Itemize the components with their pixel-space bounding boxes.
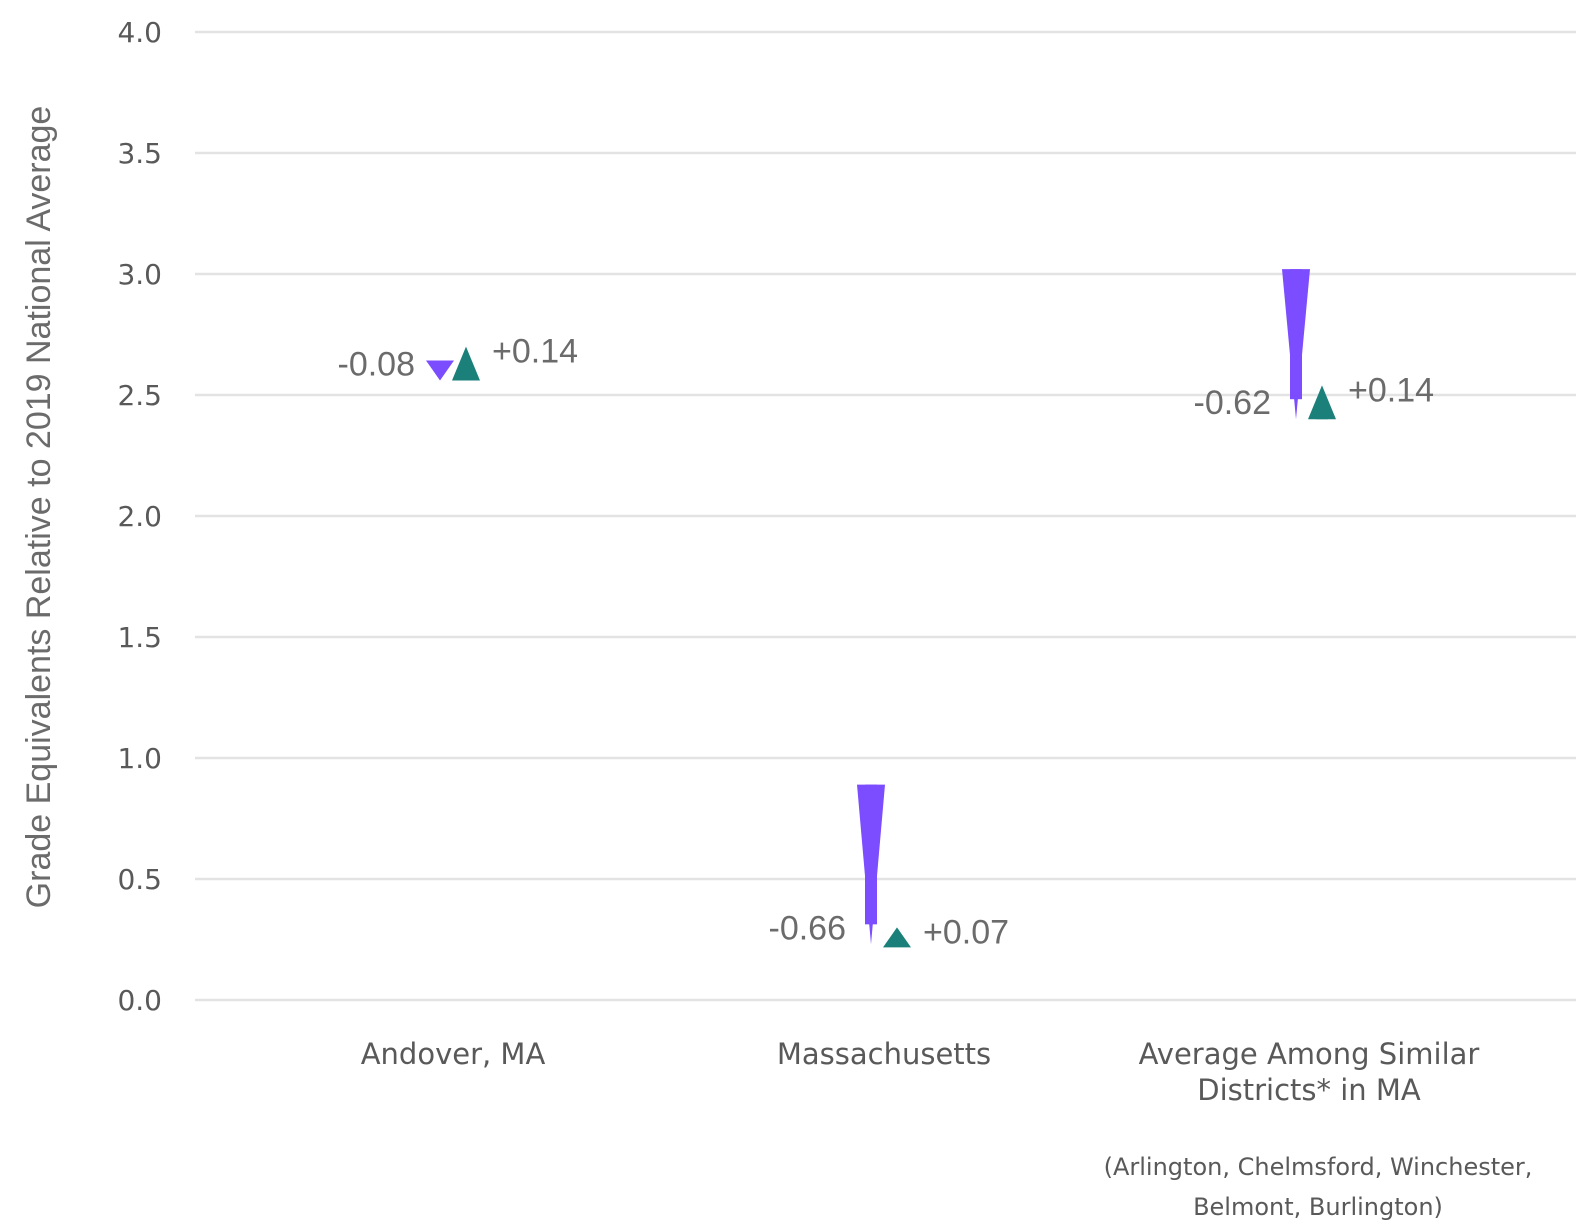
recovery-arrow (883, 927, 911, 948)
recovery-arrow (1308, 385, 1336, 420)
y-tick-label: 1.5 (117, 621, 162, 654)
decline-arrow-head (426, 360, 454, 381)
recovery-value-label: +0.14 (492, 333, 578, 371)
y-tick-label: 3.5 (117, 137, 162, 170)
decline-value-label: -0.08 (338, 345, 416, 383)
y-tick-label: 3.0 (117, 258, 162, 291)
y-tick-label: 0.5 (117, 863, 162, 896)
decline-arrow (1282, 269, 1310, 420)
x-category-label: Average Among Similar (1139, 1037, 1480, 1071)
y-tick-label: 1.0 (117, 742, 162, 775)
decline-arrow-head (1282, 269, 1310, 420)
x-category-label: Massachusetts (777, 1037, 991, 1071)
decline-arrow (857, 784, 885, 945)
x-category-label: Districts* in MA (1197, 1073, 1421, 1107)
category-footnote: Belmont, Burlington) (1193, 1193, 1443, 1221)
recovery-value-label: +0.14 (1348, 371, 1434, 409)
recovery-arrow-head (452, 346, 480, 381)
decline-arrow (426, 360, 454, 381)
y-tick-label: 0.0 (117, 984, 162, 1017)
y-axis-ticks: 0.0 0.5 1.0 1.5 2.0 2.5 3.0 3.5 4.0 (117, 16, 162, 1017)
decline-value-label: -0.66 (769, 909, 847, 947)
arrow-marks: -0.08 +0.14 -0.66 +0.07 -0.62 +0.14 (338, 269, 1434, 951)
y-axis-title: Grade Equivalents Relative to 2019 Natio… (20, 106, 58, 909)
x-axis-categories: Andover, MA Massachusetts Average Among Si… (361, 1037, 1533, 1221)
y-tick-label: 2.0 (117, 500, 162, 533)
gridlines (195, 30, 1576, 1002)
recovery-value-label: +0.07 (923, 913, 1009, 951)
recovery-arrow-head (1308, 385, 1336, 420)
recovery-arrow (452, 346, 480, 381)
category-footnote: (Arlington, Chelmsford, Winchester, (1104, 1153, 1533, 1181)
y-tick-label: 2.5 (117, 379, 162, 412)
x-category-label: Andover, MA (361, 1037, 546, 1071)
recovery-arrow-head (883, 927, 911, 948)
decline-arrow-head (857, 784, 885, 945)
decline-value-label: -0.62 (1194, 384, 1272, 422)
y-tick-label: 4.0 (117, 16, 162, 49)
